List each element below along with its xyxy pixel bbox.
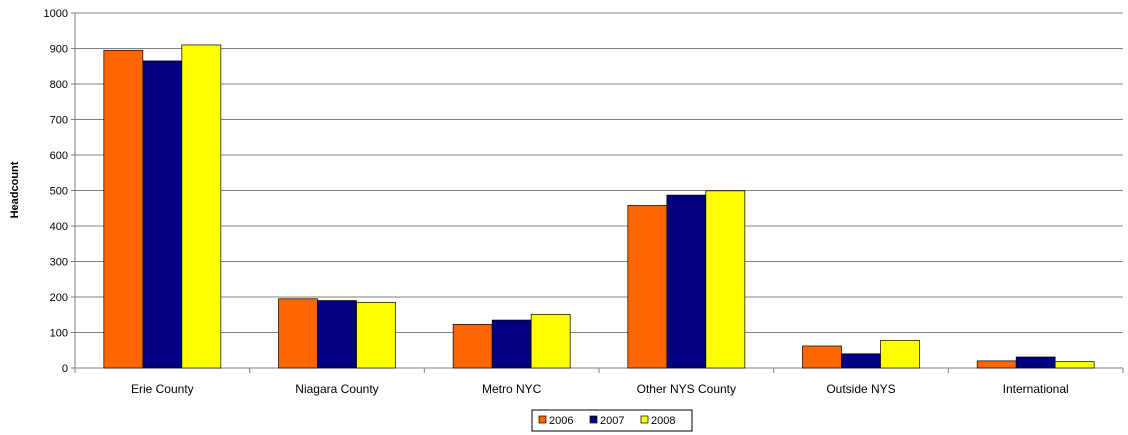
y-tick-label: 0 [62,363,68,375]
bar-2006 [452,323,493,369]
bar-2006 [278,298,318,369]
bar-2007 [1015,356,1056,369]
bar-2006 [976,360,1017,369]
y-tick-label: 600 [50,150,68,162]
legend-label: 2008 [651,415,675,427]
bar-2008 [356,301,396,369]
bar-2008 [880,339,920,369]
category-label: Outside NYS [826,382,895,396]
legend-label: 2006 [549,415,573,427]
category-label: Erie County [131,382,194,396]
category-labels: Erie County Niagara County Metro NYC Other … [131,382,1069,396]
category-label: Other NYS County [637,382,736,396]
legend-swatch-2008 [640,415,649,424]
y-tick-label: 400 [50,221,68,233]
category-label: Niagara County [295,382,378,396]
y-tick-label: 1000 [44,8,68,20]
bar-2008 [530,314,571,369]
bar-2007 [491,319,532,369]
gridlines [75,12,1123,333]
y-axis-ticks: 0 100 200 300 400 500 600 700 800 900 1000 [44,8,75,375]
bar-2007 [142,60,183,369]
bar-2008 [705,190,746,369]
bars [103,44,1095,369]
category-label: Metro NYC [482,382,542,396]
bar-2007 [317,300,357,369]
legend: 2006 2007 2008 [531,409,693,432]
legend-box [531,409,693,432]
bar-2007 [841,353,881,369]
bar-2007 [666,194,707,369]
bar-2008 [181,44,222,369]
y-tick-label: 900 [50,44,68,56]
bar-2006 [802,345,842,369]
y-tick-label: 700 [50,115,68,127]
legend-swatch-2007 [589,415,598,424]
category-label: International [1003,382,1069,396]
x-axis-ticks [74,368,1124,373]
y-axis-label: Headcount [9,161,21,218]
legend-swatch-2006 [538,415,547,424]
bar-2006 [103,49,144,369]
bar-2006 [627,205,668,369]
y-tick-label: 800 [50,79,68,91]
legend-label: 2007 [600,415,624,427]
y-tick-label: 500 [50,186,68,198]
y-tick-label: 200 [50,292,68,304]
y-tick-label: 300 [50,257,68,269]
y-tick-label: 100 [50,328,68,340]
bar-2008 [1054,361,1095,369]
